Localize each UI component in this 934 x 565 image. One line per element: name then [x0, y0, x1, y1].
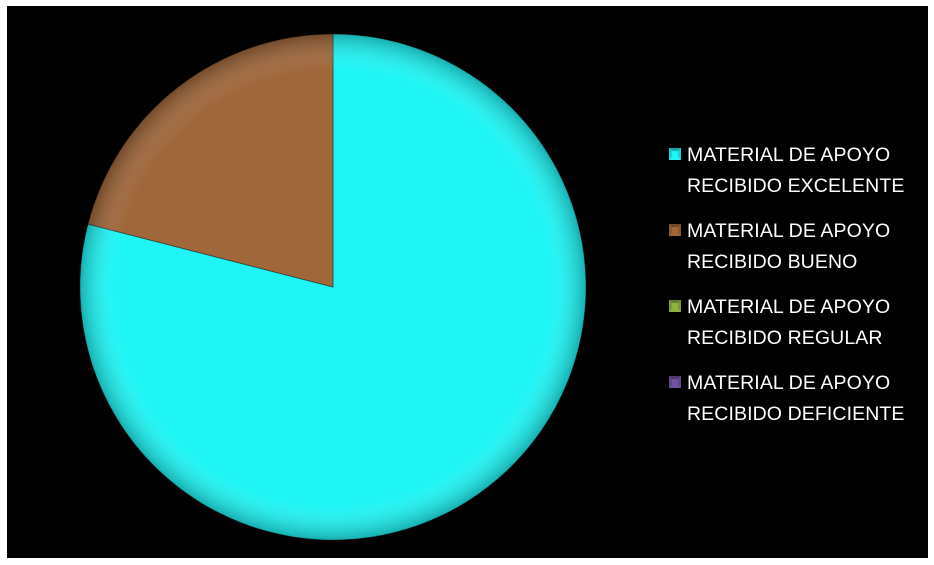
legend-label-excelente: MATERIAL DE APOYO RECIBIDO EXCELENTE — [687, 140, 904, 202]
legend-label-bueno-line2: RECIBIDO BUENO — [687, 251, 858, 273]
pie-slices — [79, 33, 587, 541]
legend-label-regular: MATERIAL DE APOYO RECIBIDO REGULAR — [687, 292, 890, 354]
legend-item-deficiente: MATERIAL DE APOYO RECIBIDO DEFICIENTE — [669, 368, 924, 444]
legend-label-deficiente-line1: MATERIAL DE APOYO — [687, 372, 891, 394]
legend-label-deficiente-line2: RECIBIDO DEFICIENTE — [687, 403, 905, 425]
legend-label-bueno: MATERIAL DE APOYO RECIBIDO BUENO — [687, 216, 890, 278]
chart-legend: MATERIAL DE APOYO RECIBIDO EXCELENTE MAT… — [669, 140, 924, 444]
legend-item-regular: MATERIAL DE APOYO RECIBIDO REGULAR — [669, 292, 924, 368]
legend-item-bueno: MATERIAL DE APOYO RECIBIDO BUENO — [669, 216, 924, 292]
legend-item-excelente: MATERIAL DE APOYO RECIBIDO EXCELENTE — [669, 140, 924, 216]
legend-label-excelente-line2: RECIBIDO EXCELENTE — [687, 175, 905, 197]
legend-label-regular-line2: RECIBIDO REGULAR — [687, 327, 883, 349]
legend-label-deficiente: MATERIAL DE APOYO RECIBIDO DEFICIENTE — [687, 368, 905, 430]
legend-swatch-excelente — [669, 148, 681, 160]
legend-label-bueno-line1: MATERIAL DE APOYO — [687, 220, 891, 242]
legend-swatch-regular — [669, 300, 681, 312]
legend-label-regular-line1: MATERIAL DE APOYO — [687, 296, 891, 318]
legend-swatch-bueno — [669, 224, 681, 236]
legend-label-excelente-line1: MATERIAL DE APOYO — [687, 144, 891, 166]
chart-area: MATERIAL DE APOYO RECIBIDO EXCELENTE MAT… — [7, 6, 928, 558]
legend-swatch-deficiente — [669, 376, 681, 388]
